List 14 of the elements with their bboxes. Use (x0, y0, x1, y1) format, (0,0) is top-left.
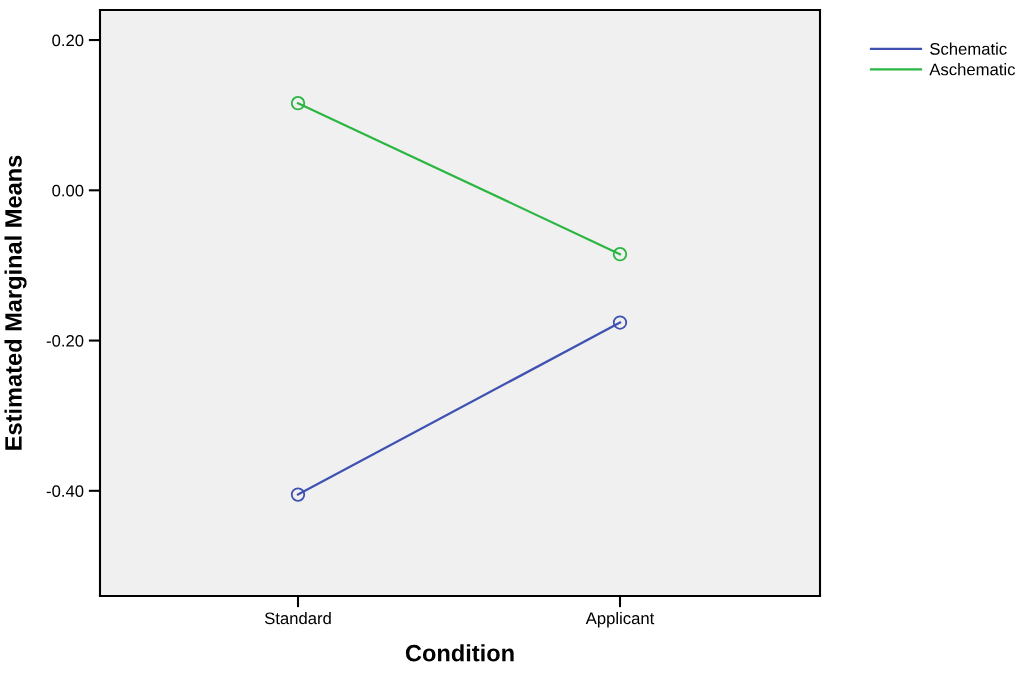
y-tick-label: -0.40 (46, 485, 84, 498)
x-tick-label: Applicant (585, 611, 655, 628)
y-tick-label: 0.20 (52, 34, 84, 47)
point (290, 487, 306, 502)
x-axis-title: Condition (405, 644, 514, 662)
point (612, 247, 628, 262)
point (290, 96, 306, 111)
y-tick-label: -0.20 (46, 334, 84, 347)
y-tick-label: 0.00 (52, 184, 84, 197)
point (612, 315, 628, 330)
legend-label: Aschematic (929, 63, 1016, 76)
x-tick-label: Standard (264, 611, 331, 625)
legend-label: Schematic (930, 42, 1007, 55)
y-axis-title: Estimated Marginal Means (4, 155, 27, 450)
